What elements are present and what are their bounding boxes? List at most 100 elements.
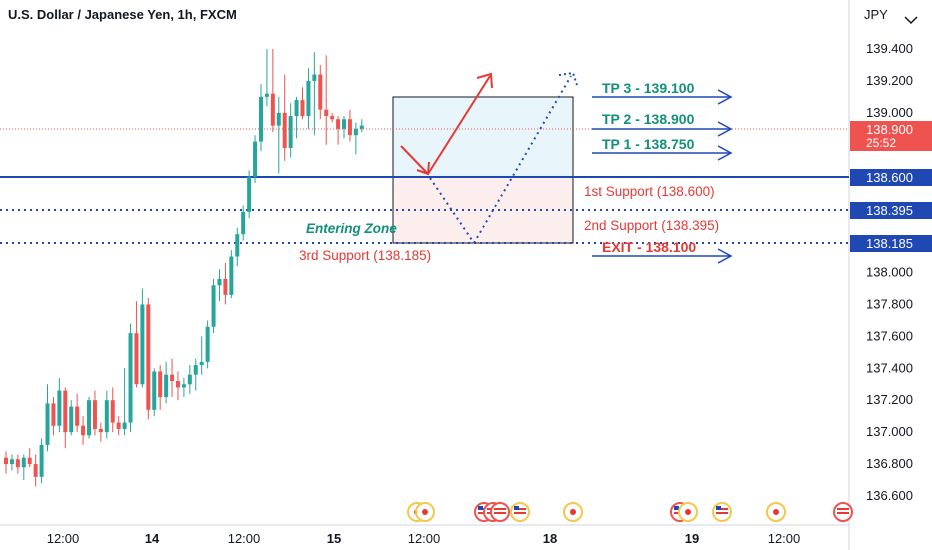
bullish-candle [306, 80, 311, 117]
svg-text:138.395: 138.395 [866, 203, 913, 218]
bearish-candle [4, 457, 8, 465]
bearish-candle [75, 406, 80, 426]
bearish-candle [223, 278, 228, 295]
bearish-candle [81, 425, 86, 436]
bullish-candle [199, 361, 204, 366]
japan-flag-icon [766, 502, 786, 522]
japan-flag-icon [563, 502, 583, 522]
svg-text:138.185: 138.185 [866, 236, 913, 251]
blue-dotted-path [429, 71, 578, 244]
event-icons[interactable] [407, 502, 853, 522]
support-3-label: 3rd Support (138.185) [299, 248, 431, 263]
price-tick-label: 136.600 [866, 488, 913, 503]
bullish-candle [193, 365, 198, 375]
time-tick-label: 18 [543, 531, 557, 546]
bearish-candle [15, 459, 20, 468]
price-tick-label: 137.600 [866, 328, 913, 343]
bullish-candle [39, 444, 44, 477]
bullish-candle [45, 403, 50, 445]
bullish-candle [57, 390, 62, 426]
chevron-down-icon[interactable] [904, 16, 918, 25]
price-axis: 139.400 139.200 139.000 138.000 137.800 137.6… [866, 41, 913, 503]
japan-flag-icon [678, 502, 698, 522]
bullish-candle [264, 93, 269, 97]
bullish-candle [229, 256, 234, 295]
bullish-candle [247, 176, 252, 212]
bullish-candle [241, 211, 246, 235]
time-axis: 12:00 14 12:00 15 12:00 18 19 12:00 [47, 531, 801, 546]
bullish-candle [211, 285, 216, 327]
tp3-label: TP 3 - 139.100 [602, 80, 695, 96]
tp3-arrow [592, 89, 733, 105]
price-tick-label: 136.800 [866, 456, 913, 471]
time-tick-label: 14 [145, 531, 160, 546]
time-tick-label: 15 [327, 531, 341, 546]
us-flag-icon [833, 502, 853, 522]
bullish-candle [258, 96, 263, 142]
price-tick-label: 137.800 [866, 296, 913, 311]
time-tick-label: 12:00 [768, 531, 801, 546]
price-tick-label: 137.200 [866, 392, 913, 407]
time-tick-label: 12:00 [228, 531, 261, 546]
tp2-arrow [592, 121, 733, 137]
bullish-candle [353, 128, 358, 136]
svg-text:138.600: 138.600 [866, 170, 913, 185]
bearish-candle [116, 422, 121, 429]
bullish-candle [87, 400, 92, 436]
bar-countdown: 25:52 [866, 136, 896, 150]
time-tick-label: 19 [685, 531, 699, 546]
bullish-candle [294, 100, 299, 117]
bearish-candle [330, 116, 335, 120]
bullish-candle [21, 457, 26, 468]
tp2-label: TP 2 - 138.900 [602, 111, 695, 127]
bearish-candle [318, 74, 323, 110]
price-tick-label: 139.000 [866, 105, 913, 120]
exit-label: EXIT - 138.100 [602, 239, 696, 255]
bearish-candle [33, 464, 38, 477]
support-1-label: 1st Support (138.600) [584, 184, 715, 199]
bearish-candle [63, 390, 68, 433]
chart-title: U.S. Dollar / Japanese Yen, 1h, FXCM [8, 7, 237, 22]
bearish-candle [51, 403, 56, 426]
bullish-candle [359, 125, 364, 129]
bullish-candle [205, 326, 210, 362]
level-badge-1: 138.600 [850, 169, 932, 186]
exit-arrow [592, 248, 733, 264]
bullish-candle [69, 406, 74, 433]
bullish-candle [312, 74, 317, 81]
price-tick-label: 138.000 [866, 265, 913, 280]
bullish-candle [235, 234, 240, 257]
us-flag-icon [712, 502, 732, 522]
bullish-candle [276, 112, 281, 126]
red-arrow-path [400, 72, 493, 176]
current-price-badge: 138.900 25:52 [850, 121, 932, 151]
us-flag-icon [490, 502, 510, 522]
bullish-candle [122, 422, 127, 429]
bullish-candle [253, 141, 258, 177]
bearish-candle [324, 109, 329, 117]
support-2-label: 2nd Support (138.395) [584, 218, 719, 233]
bearish-candle [270, 93, 275, 126]
japan-flag-icon [415, 502, 435, 522]
level-badge-3: 138.185 [850, 235, 932, 252]
time-tick-label: 12:00 [408, 531, 441, 546]
price-tick-label: 137.400 [866, 360, 913, 375]
bullish-candle [187, 374, 192, 385]
bearish-candle [134, 333, 139, 385]
bearish-candle [336, 119, 341, 129]
bearish-candle [27, 457, 32, 465]
entering-zone-label: Entering Zone [306, 221, 397, 236]
bearish-candle [92, 400, 97, 429]
bullish-candle [152, 371, 157, 410]
bullish-candle [9, 459, 14, 465]
candles-group [4, 49, 364, 487]
bullish-candle [217, 278, 222, 286]
price-tick-label: 139.200 [866, 73, 913, 88]
price-tick-label: 137.000 [866, 424, 913, 439]
bullish-candle [342, 119, 347, 129]
tp1-label: TP 1 - 138.750 [602, 136, 695, 152]
price-tick-label: 139.400 [866, 41, 913, 56]
currency-label: JPY [864, 7, 888, 22]
bullish-candle [128, 333, 133, 423]
